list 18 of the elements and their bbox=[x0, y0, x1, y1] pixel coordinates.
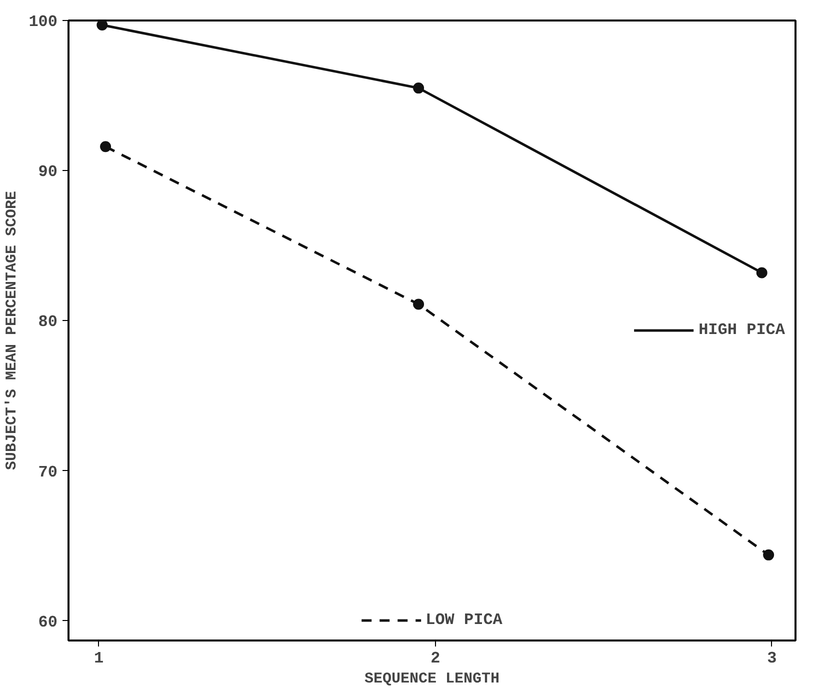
y-tick-label: 60 bbox=[38, 613, 58, 632]
x-axis-title: SEQUENCE LENGTH bbox=[364, 670, 500, 688]
x-tick-label: 2 bbox=[430, 650, 440, 668]
x-tick-label: 3 bbox=[767, 650, 777, 668]
y-tick-label: 80 bbox=[38, 313, 58, 332]
y-tick-label: 100 bbox=[28, 13, 58, 31]
x-tick-label: 1 bbox=[94, 650, 104, 668]
y-tick-label: 90 bbox=[38, 163, 58, 182]
point bbox=[763, 549, 774, 560]
legend-label: HIGH PICA bbox=[698, 321, 785, 339]
point bbox=[413, 298, 424, 310]
y-tick-label: 70 bbox=[38, 463, 58, 482]
point bbox=[413, 82, 424, 94]
y-axis-title: SUBJECT'S MEAN PERCENTAGE SCORE bbox=[4, 190, 21, 470]
point bbox=[100, 141, 112, 152]
point bbox=[756, 267, 768, 278]
legend-label: LOW PICA bbox=[426, 611, 502, 629]
point bbox=[96, 20, 108, 30]
